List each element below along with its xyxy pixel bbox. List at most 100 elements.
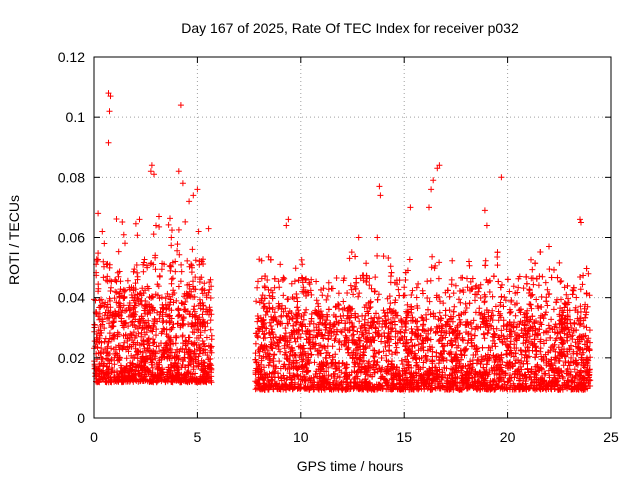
- data-point: [550, 306, 557, 313]
- data-point: [178, 313, 185, 320]
- data-point: [202, 323, 209, 330]
- data-point: [167, 341, 174, 348]
- data-point: [139, 315, 145, 322]
- data-point: [169, 379, 176, 386]
- data-point: [184, 308, 191, 315]
- data-point: [340, 277, 347, 284]
- data-point: [106, 330, 113, 337]
- data-point: [134, 355, 141, 362]
- data-point: [168, 242, 175, 249]
- data-point: [201, 280, 208, 287]
- data-point: [115, 290, 122, 297]
- data-point: [523, 273, 530, 280]
- data-point: [207, 377, 214, 384]
- data-point: [395, 286, 402, 293]
- data-point: [124, 338, 131, 344]
- data-point: [450, 290, 457, 297]
- data-point: [101, 338, 108, 345]
- data-point: [200, 319, 207, 326]
- data-point: [190, 366, 197, 373]
- data-point: [114, 372, 121, 379]
- data-point: [170, 299, 177, 306]
- data-point: [106, 295, 113, 302]
- data-point: [206, 279, 213, 286]
- data-point: [344, 290, 351, 296]
- data-point: [125, 376, 132, 382]
- data-point: [132, 280, 139, 287]
- data-point: [532, 260, 539, 267]
- data-point: [278, 313, 285, 320]
- data-point: [166, 334, 172, 341]
- data-point: [254, 284, 261, 291]
- data-point: [139, 324, 146, 331]
- data-point: [110, 311, 117, 318]
- data-point: [111, 361, 118, 368]
- data-point: [150, 373, 157, 380]
- data-point: [409, 314, 416, 321]
- data-point: [292, 338, 299, 345]
- data-point: [401, 284, 408, 291]
- data-point: [418, 314, 425, 321]
- data-point: [579, 281, 586, 288]
- data-point: [171, 363, 178, 370]
- data-point: [481, 299, 488, 306]
- data-point: [93, 331, 100, 337]
- data-point: [125, 323, 132, 330]
- data-point: [129, 360, 136, 367]
- data-point: [465, 337, 472, 344]
- data-point: [138, 297, 145, 304]
- data-point: [371, 369, 378, 376]
- data-point: [157, 308, 164, 315]
- data-point: [161, 326, 168, 333]
- data-point: [490, 273, 497, 280]
- data-point: [100, 258, 107, 265]
- data-point: [554, 274, 561, 281]
- data-point: [116, 371, 123, 377]
- data-point: [446, 293, 453, 300]
- data-point: [126, 343, 133, 350]
- data-point: [189, 371, 196, 378]
- data-point: [324, 293, 331, 299]
- data-point: [573, 294, 580, 301]
- data-point: [208, 349, 215, 356]
- data-point: [576, 321, 583, 328]
- data-point: [117, 300, 123, 307]
- data-point: [193, 354, 199, 360]
- data-point: [131, 322, 138, 329]
- data-point: [185, 347, 192, 353]
- data-point: [462, 300, 469, 307]
- data-point: [122, 287, 129, 294]
- data-point: [101, 312, 108, 319]
- data-point: [559, 373, 566, 380]
- data-point: [181, 354, 188, 361]
- data-point: [149, 364, 156, 371]
- data-point: [186, 358, 193, 365]
- data-point: [372, 324, 379, 331]
- data-point: [139, 354, 146, 361]
- data-point: [118, 318, 125, 325]
- data-point: [306, 281, 313, 288]
- data-point: [168, 307, 175, 314]
- data-point: [145, 335, 152, 342]
- data-point: [158, 330, 165, 337]
- data-point: [95, 366, 102, 373]
- data-point: [208, 283, 215, 290]
- data-point: [303, 275, 309, 282]
- data-point: [424, 295, 431, 301]
- data-point: [374, 296, 381, 303]
- data-point: [114, 329, 121, 336]
- data-point: [567, 368, 574, 375]
- data-point: [131, 302, 138, 309]
- data-point: [192, 274, 199, 281]
- data-point: [586, 292, 593, 299]
- data-point: [348, 286, 355, 293]
- data-point: [168, 234, 175, 241]
- data-point: [158, 340, 164, 347]
- data-point: [98, 345, 105, 352]
- data-point: [150, 261, 157, 268]
- data-point: [100, 349, 107, 355]
- data-point: [143, 353, 149, 360]
- data-point: [175, 226, 182, 233]
- data-point: [189, 329, 196, 335]
- data-point: [208, 336, 215, 343]
